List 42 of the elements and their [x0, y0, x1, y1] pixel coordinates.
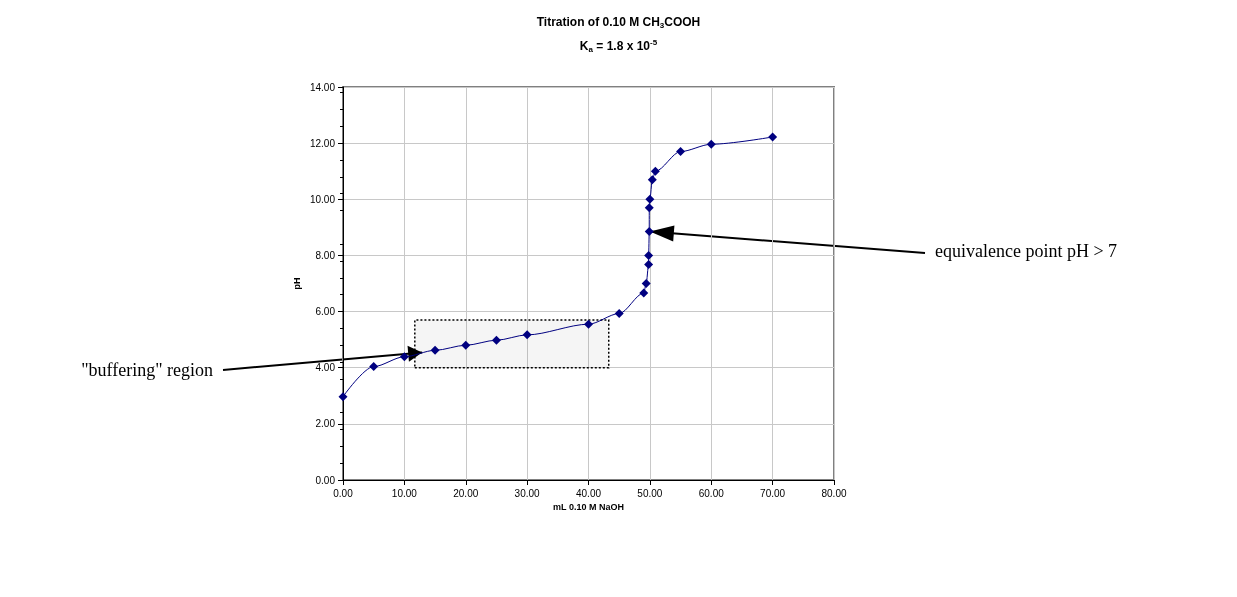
y-tick-label: 4.00	[315, 362, 336, 374]
point	[768, 132, 778, 142]
point	[369, 362, 379, 372]
x-tick-label: 50.00	[637, 487, 663, 499]
point	[522, 330, 532, 340]
point	[647, 175, 657, 185]
point	[461, 340, 471, 350]
x-tick-label: 40.00	[575, 487, 602, 499]
point	[584, 319, 593, 329]
point	[639, 288, 649, 298]
annotation: equivalence point pH > 7	[935, 241, 1118, 261]
point	[399, 352, 409, 362]
y-tick-label: 6.00	[315, 306, 336, 318]
point	[491, 335, 501, 345]
point	[676, 147, 686, 157]
point	[644, 227, 654, 237]
x-axis-title: mL 0.10 M NaOH	[553, 502, 624, 513]
point	[650, 166, 660, 176]
point	[338, 392, 348, 402]
point	[641, 279, 651, 288]
x-tick-label: 10.00	[391, 487, 418, 499]
y-tick-label: 8.00	[315, 249, 336, 261]
x-tick-label: 30.00	[514, 487, 541, 499]
x-tick-label: 80.00	[821, 487, 847, 499]
y-tick-label: 10.00	[309, 193, 336, 205]
x-tick-label: 0.00	[333, 487, 354, 499]
point	[644, 250, 654, 260]
y-tick-label: 0.00	[315, 474, 336, 486]
point	[645, 194, 655, 204]
y-tick-label: 12.00	[309, 137, 336, 149]
point	[644, 203, 654, 213]
point	[706, 139, 716, 149]
point	[614, 309, 624, 319]
x-tick-label: 60.00	[698, 487, 725, 499]
y-tick-label: 2.00	[315, 418, 336, 430]
point	[430, 345, 440, 355]
x-tick-label: 70.00	[760, 487, 786, 499]
annotation: "buffering" region	[81, 360, 213, 380]
point	[644, 259, 654, 269]
x-tick-label: 20.00	[453, 487, 479, 499]
y-tick-label: 14.00	[309, 81, 336, 93]
y-axis-title: pH	[291, 277, 302, 290]
